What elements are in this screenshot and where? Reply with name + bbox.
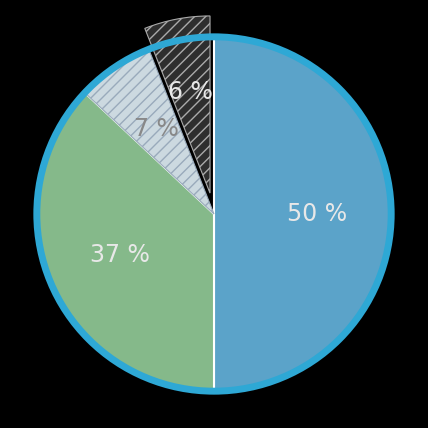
Wedge shape bbox=[214, 37, 391, 391]
Text: 50 %: 50 % bbox=[287, 202, 347, 226]
Wedge shape bbox=[37, 93, 214, 391]
Text: 6 %: 6 % bbox=[168, 80, 213, 104]
Wedge shape bbox=[85, 49, 214, 214]
Text: 7 %: 7 % bbox=[134, 117, 178, 141]
Wedge shape bbox=[145, 16, 210, 193]
Text: 37 %: 37 % bbox=[90, 243, 150, 267]
